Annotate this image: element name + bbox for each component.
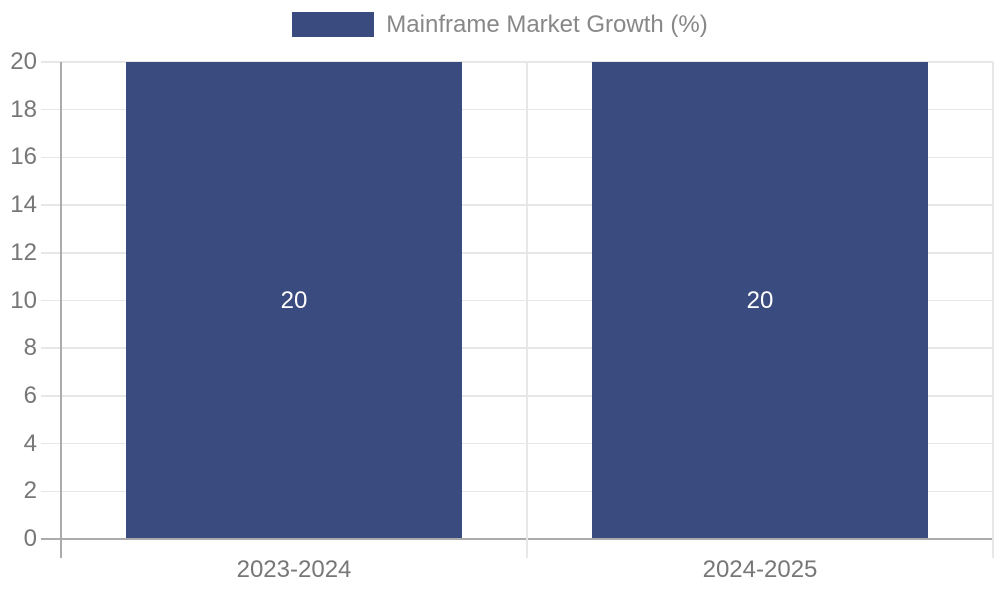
y-axis-tick-label: 18 — [10, 95, 37, 123]
y-axis-tick-label: 10 — [10, 286, 37, 314]
grid-line — [41, 347, 993, 349]
grid-line — [41, 490, 993, 493]
y-axis-tick-label: 0 — [23, 525, 37, 552]
y-axis-tick-label: 12 — [10, 238, 37, 266]
grid-line — [41, 442, 993, 445]
bar-value-label: 20 — [746, 287, 774, 314]
category-boundary-line — [992, 62, 994, 558]
legend-label: Mainframe Market Growth (%) — [386, 11, 708, 38]
y-axis-tick-label: 20 — [10, 48, 37, 75]
category-boundary-line — [526, 62, 528, 558]
bar-value-label: 20 — [280, 287, 308, 314]
grid-line — [41, 61, 993, 63]
y-axis-tick-label: 6 — [23, 381, 37, 409]
y-axis-tick-label: 16 — [10, 143, 37, 171]
y-axis-tick-label: 8 — [23, 334, 37, 362]
y-axis-tick-label: 2 — [23, 477, 37, 505]
y-axis-tick-label: 4 — [23, 429, 37, 457]
y-axis-tick-label: 14 — [10, 191, 37, 219]
grid-line — [41, 252, 993, 254]
bar — [126, 62, 462, 538]
x-axis-tick-label: 2024-2025 — [702, 556, 818, 583]
grid-line — [41, 395, 993, 397]
grid-line — [41, 108, 993, 111]
grid-line — [41, 156, 993, 159]
legend-swatch — [292, 12, 375, 37]
bar — [592, 62, 928, 538]
grid-line — [41, 204, 993, 206]
grid-line — [41, 299, 993, 302]
x-axis-line — [41, 538, 993, 540]
x-axis-tick-label: 2023-2024 — [236, 556, 352, 583]
legend[interactable]: Mainframe Market Growth (%) — [0, 12, 1000, 37]
y-axis-line — [60, 62, 62, 558]
